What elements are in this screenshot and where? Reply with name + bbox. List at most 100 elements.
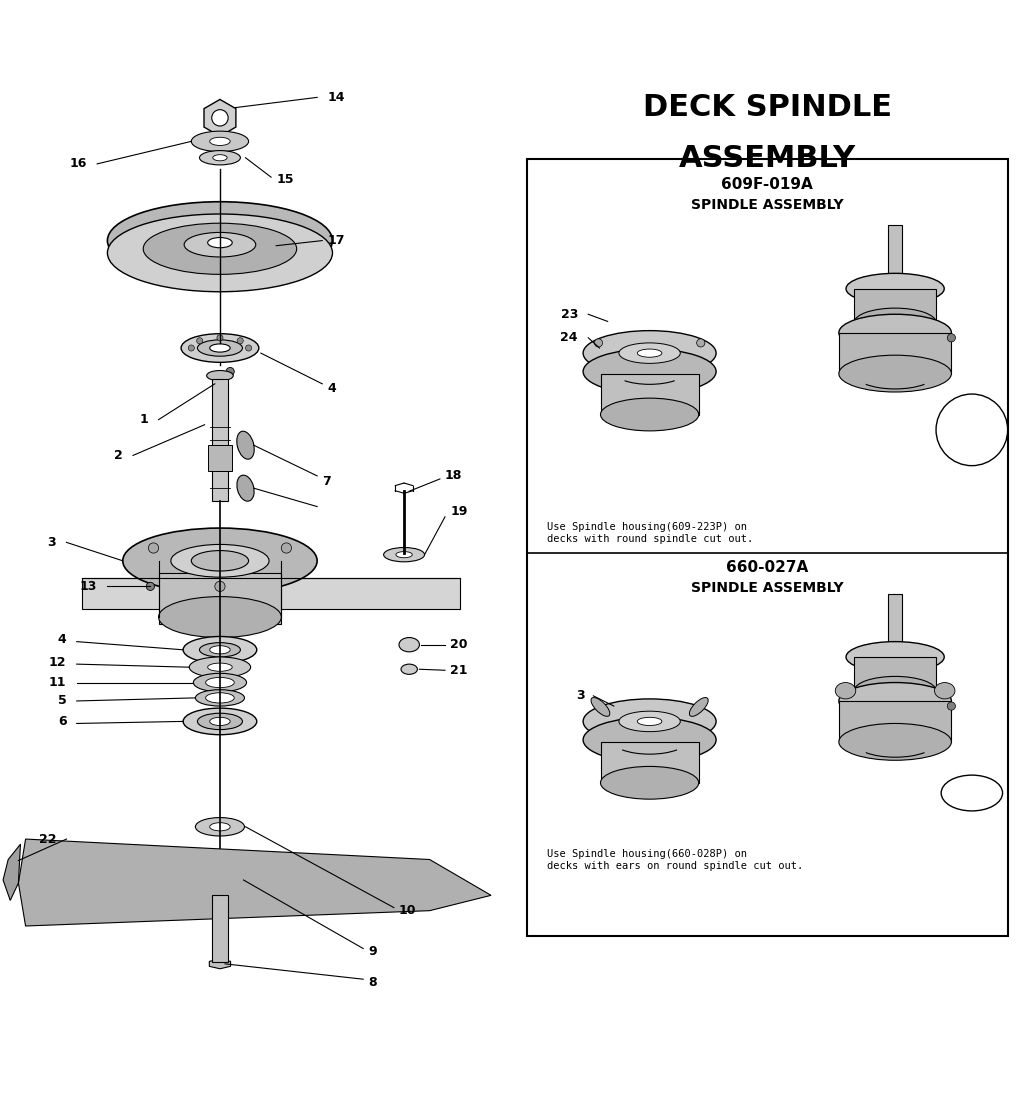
Ellipse shape — [191, 131, 249, 151]
Ellipse shape — [839, 314, 951, 351]
Text: 6: 6 — [58, 715, 66, 728]
Text: Use Spindle housing(609-223P) on
decks with round spindle cut out.: Use Spindle housing(609-223P) on decks w… — [547, 522, 754, 543]
Bar — [527, 159, 1008, 936]
Circle shape — [697, 338, 705, 347]
Text: 5: 5 — [57, 694, 66, 707]
Circle shape — [148, 543, 159, 553]
Bar — [159, 573, 281, 624]
Circle shape — [215, 581, 225, 591]
Bar — [601, 742, 699, 783]
Ellipse shape — [237, 475, 254, 502]
Ellipse shape — [591, 698, 610, 716]
Ellipse shape — [583, 331, 716, 376]
Ellipse shape — [107, 214, 332, 291]
Text: 22: 22 — [39, 832, 56, 845]
Text: SPINDLE ASSEMBLY: SPINDLE ASSEMBLY — [691, 581, 844, 596]
Circle shape — [196, 337, 203, 344]
Ellipse shape — [401, 665, 417, 675]
Ellipse shape — [183, 636, 257, 664]
Bar — [212, 379, 228, 502]
Circle shape — [936, 394, 1008, 465]
Ellipse shape — [159, 597, 281, 637]
Ellipse shape — [208, 664, 232, 671]
Ellipse shape — [199, 151, 240, 165]
Circle shape — [947, 702, 955, 711]
Ellipse shape — [384, 548, 425, 562]
Circle shape — [217, 335, 223, 341]
Ellipse shape — [396, 552, 412, 557]
Ellipse shape — [210, 876, 230, 884]
Ellipse shape — [583, 349, 716, 394]
Bar — [601, 373, 699, 415]
Bar — [854, 657, 936, 691]
Polygon shape — [82, 578, 460, 609]
Ellipse shape — [197, 713, 242, 729]
Ellipse shape — [619, 343, 680, 364]
Circle shape — [146, 583, 154, 590]
Ellipse shape — [213, 154, 227, 161]
Ellipse shape — [181, 334, 259, 362]
Text: 21: 21 — [450, 664, 468, 677]
Ellipse shape — [195, 818, 244, 835]
Ellipse shape — [123, 528, 317, 593]
Text: ASSEMBLY: ASSEMBLY — [678, 145, 856, 173]
Ellipse shape — [210, 717, 230, 726]
Ellipse shape — [619, 711, 680, 731]
Ellipse shape — [195, 871, 244, 889]
Text: DECK SPINDLE: DECK SPINDLE — [642, 93, 892, 123]
Ellipse shape — [839, 682, 951, 719]
Text: 4: 4 — [57, 633, 66, 646]
Circle shape — [246, 345, 252, 351]
Text: 20: 20 — [450, 638, 468, 652]
Text: 2: 2 — [114, 449, 123, 462]
Text: 10: 10 — [399, 904, 416, 918]
Bar — [854, 289, 936, 322]
Text: 17: 17 — [327, 234, 345, 247]
Text: 24: 24 — [561, 332, 578, 344]
Text: 660-027A: 660-027A — [726, 561, 808, 576]
Polygon shape — [3, 844, 20, 900]
Text: 19: 19 — [450, 505, 468, 518]
Ellipse shape — [143, 223, 297, 275]
Ellipse shape — [601, 399, 699, 430]
Text: 13: 13 — [80, 580, 97, 592]
Ellipse shape — [854, 308, 936, 337]
Text: SPINDLE ASSEMBLY: SPINDLE ASSEMBLY — [691, 198, 844, 211]
Circle shape — [237, 337, 243, 344]
Ellipse shape — [193, 673, 247, 692]
Ellipse shape — [941, 775, 1003, 811]
Ellipse shape — [846, 642, 944, 672]
Text: 1: 1 — [139, 413, 148, 426]
Bar — [212, 896, 228, 961]
Ellipse shape — [210, 344, 230, 353]
Ellipse shape — [184, 232, 256, 257]
Text: 11: 11 — [49, 676, 66, 689]
Ellipse shape — [934, 682, 954, 699]
Ellipse shape — [839, 355, 951, 392]
Ellipse shape — [171, 544, 269, 577]
Ellipse shape — [210, 822, 230, 831]
Bar — [888, 226, 902, 287]
Ellipse shape — [197, 339, 242, 356]
Text: 12: 12 — [49, 656, 66, 669]
Ellipse shape — [206, 693, 234, 703]
Text: 4: 4 — [327, 382, 337, 395]
Circle shape — [281, 543, 292, 553]
Ellipse shape — [208, 238, 232, 247]
Ellipse shape — [206, 888, 234, 898]
Circle shape — [594, 338, 603, 347]
Text: 609F-019A: 609F-019A — [721, 176, 813, 192]
Text: 15: 15 — [276, 173, 294, 186]
Ellipse shape — [637, 349, 662, 357]
Ellipse shape — [191, 551, 249, 570]
Ellipse shape — [583, 699, 716, 744]
Ellipse shape — [183, 708, 257, 735]
Ellipse shape — [854, 677, 936, 705]
Ellipse shape — [836, 682, 856, 699]
Text: 3: 3 — [48, 535, 56, 549]
Text: 9: 9 — [368, 945, 376, 958]
Ellipse shape — [107, 201, 332, 279]
Ellipse shape — [637, 717, 662, 726]
Text: Use Spindle housing(660-028P) on
decks with ears on round spindle cut out.: Use Spindle housing(660-028P) on decks w… — [547, 850, 803, 871]
Ellipse shape — [399, 637, 419, 652]
